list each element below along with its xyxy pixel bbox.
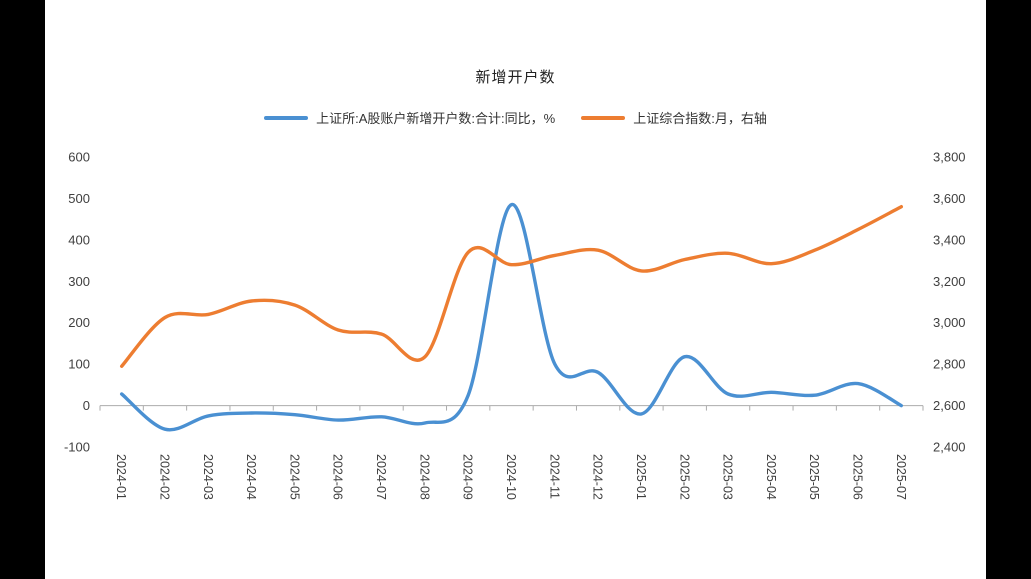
svg-text:2025-04: 2025-04 — [764, 454, 778, 500]
chart-legend: 上证所:A股账户新增开户数:合计:同比，% 上证综合指数:月，右轴 — [45, 108, 986, 127]
svg-text:2025-07: 2025-07 — [894, 454, 908, 500]
svg-text:2025-03: 2025-03 — [721, 454, 735, 500]
legend-label-sse-index: 上证综合指数:月，右轴 — [633, 111, 767, 126]
line-chart: 600 500 400 300 200 100 0 -100 3,800 3,600 3,400 3,… — [64, 150, 966, 500]
svg-text:2024-01: 2024-01 — [114, 454, 128, 500]
svg-text:2,400: 2,400 — [933, 440, 966, 455]
svg-text:2025-05: 2025-05 — [807, 454, 821, 500]
svg-text:2024-03: 2024-03 — [201, 454, 215, 500]
legend-swatch-blue-line — [264, 115, 309, 120]
svg-text:2,800: 2,800 — [933, 357, 966, 372]
svg-text:2024-05: 2024-05 — [287, 454, 301, 500]
left-black-bar — [0, 0, 45, 579]
legend-swatch-orange-line — [581, 115, 626, 120]
svg-text:600: 600 — [68, 150, 90, 165]
svg-text:2024-07: 2024-07 — [374, 454, 388, 500]
svg-text:0: 0 — [83, 398, 90, 413]
svg-text:-100: -100 — [64, 440, 90, 455]
svg-text:2024-09: 2024-09 — [461, 454, 475, 500]
svg-text:3,000: 3,000 — [933, 315, 966, 330]
chart-title: 新增开户数 — [475, 69, 556, 86]
svg-text:400: 400 — [68, 232, 90, 247]
svg-text:3,800: 3,800 — [933, 150, 966, 165]
svg-text:2025-02: 2025-02 — [677, 454, 691, 500]
svg-text:2024-11: 2024-11 — [547, 454, 561, 499]
svg-text:2024-10: 2024-10 — [504, 454, 518, 500]
svg-text:2,600: 2,600 — [933, 398, 966, 413]
svg-text:300: 300 — [68, 274, 90, 289]
svg-text:100: 100 — [68, 357, 90, 372]
right-black-bar — [986, 0, 1031, 579]
svg-text:200: 200 — [68, 315, 90, 330]
svg-text:2024-12: 2024-12 — [591, 454, 605, 500]
legend-label-accounts-yoy: 上证所:A股账户新增开户数:合计:同比，% — [316, 111, 556, 126]
svg-text:3,400: 3,400 — [933, 232, 966, 247]
svg-text:500: 500 — [68, 191, 90, 206]
chart-panel: 新增开户数 上证所:A股账户新增开户数:合计:同比，% 上证综合指数:月，右轴 … — [45, 0, 986, 579]
svg-text:2024-06: 2024-06 — [331, 454, 345, 500]
svg-text:2024-02: 2024-02 — [157, 454, 171, 500]
svg-text:3,200: 3,200 — [933, 274, 966, 289]
svg-text:3,600: 3,600 — [933, 191, 966, 206]
svg-text:2024-08: 2024-08 — [417, 454, 431, 500]
svg-text:2025-01: 2025-01 — [634, 454, 648, 500]
legend-item-sse-index[interactable]: 上证综合指数:月，右轴 — [581, 108, 767, 127]
legend-item-accounts-yoy[interactable]: 上证所:A股账户新增开户数:合计:同比，% — [264, 108, 555, 127]
svg-text:2025-06: 2025-06 — [851, 454, 865, 500]
svg-text:2024-04: 2024-04 — [244, 454, 258, 500]
